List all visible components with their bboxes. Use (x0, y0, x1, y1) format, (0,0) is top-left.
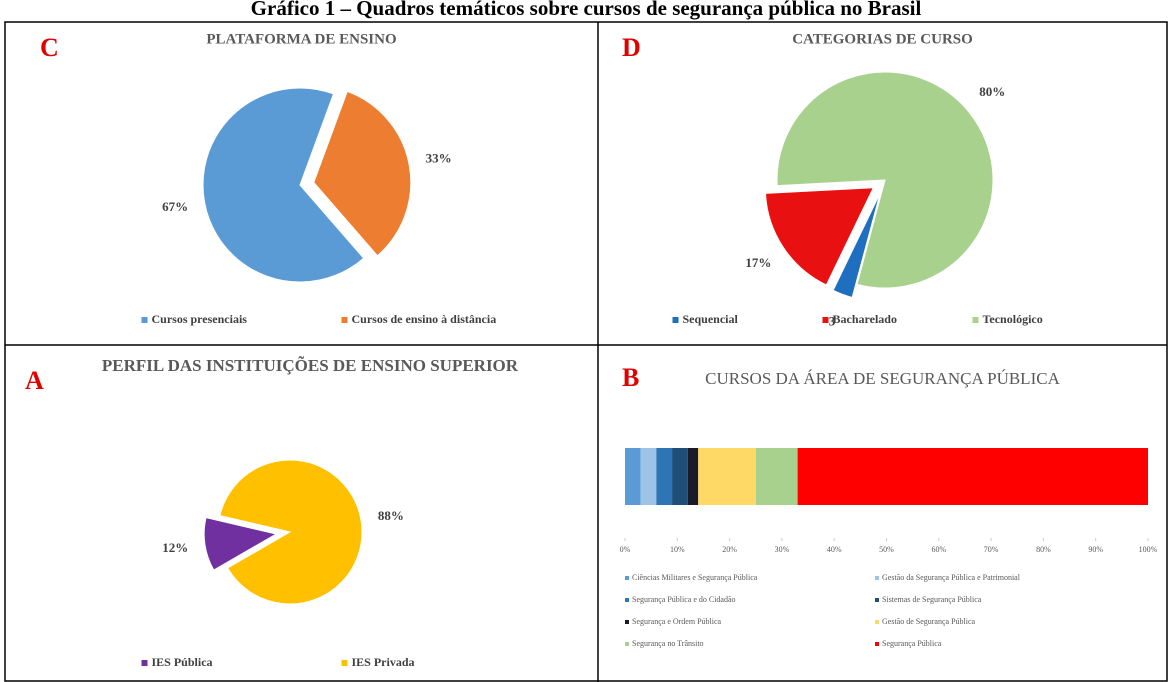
legend-label: Sistemas de Segurança Pública (882, 595, 982, 604)
x-tick-label: 100% (1139, 545, 1158, 554)
legend-label: Sequencial (683, 312, 739, 326)
legend-label: Ciências Militares e Segurança Pública (632, 573, 758, 582)
legend-label: Segurança Pública e do Cidadão (632, 595, 736, 604)
data-label: 67% (162, 199, 188, 214)
x-tick-label: 10% (670, 545, 685, 554)
legend-label: Bacharelado (833, 312, 897, 326)
legend-swatch (341, 660, 348, 666)
data-label: 88% (378, 508, 404, 523)
panel-letter: B (622, 363, 639, 392)
bar-segment (698, 448, 756, 505)
legend-swatch (141, 317, 148, 323)
legend-label: Gestão da Segurança Pública e Patrimonia… (882, 573, 1021, 582)
legend-label: Cursos de ensino à distância (352, 312, 497, 326)
x-tick-label: 90% (1088, 545, 1103, 554)
legend-swatch (822, 317, 829, 323)
pie-slice (776, 71, 994, 289)
data-label: 80% (979, 84, 1005, 99)
legend-label: Segurança no Trânsito (632, 639, 704, 648)
x-tick-label: 50% (879, 545, 894, 554)
legend-label: Gestão de Segurança Pública (882, 617, 976, 626)
legend-swatch (875, 642, 879, 646)
chart-title: CATEGORIAS DE CURSO (792, 31, 973, 47)
legend-swatch (875, 576, 879, 580)
legend-label: Segurança e Ordem Pública (632, 617, 722, 626)
x-tick-label: 40% (827, 545, 842, 554)
bar-segment (687, 448, 699, 505)
bar-segment (797, 448, 1148, 505)
panel-letter: C (40, 33, 59, 62)
pie-slice (832, 192, 881, 299)
x-tick-label: 0% (620, 545, 631, 554)
legend-swatch (672, 317, 679, 323)
x-tick-label: 20% (722, 545, 737, 554)
legend-swatch (625, 620, 629, 624)
legend-label: IES Pública (152, 655, 213, 669)
legend-label: Tecnológico (983, 312, 1043, 326)
x-tick-label: 60% (931, 545, 946, 554)
bar-segment (672, 448, 688, 505)
legend-label: Segurança Pública (882, 639, 942, 648)
legend-swatch (625, 598, 629, 602)
legend-label: Cursos presenciais (152, 312, 248, 326)
legend-swatch (625, 576, 629, 580)
panel-letter: D (622, 33, 641, 62)
chart-title: PERFIL DAS INSTITUIÇÕES DE ENSINO SUPERI… (101, 356, 519, 375)
panel-letter: A (25, 366, 44, 395)
pie-slice (313, 90, 412, 257)
chart-title-box: PERFIL DAS INSTITUIÇÕES DE ENSINO SUPERI… (101, 356, 519, 375)
legend-swatch (341, 317, 348, 323)
bar-segment (640, 448, 657, 505)
chart-title: CURSOS DA ÁREA DE SEGURANÇA PÚBLICA (705, 369, 1060, 388)
data-label: 12% (162, 540, 188, 555)
pie-slice (764, 187, 875, 286)
bar-segment (755, 448, 798, 505)
legend-swatch (972, 317, 979, 323)
bar-segment (625, 448, 641, 505)
legend-swatch (875, 620, 879, 624)
pie-slice (202, 87, 365, 283)
figure-title: Gráfico 1 – Quadros temáticos sobre curs… (251, 0, 922, 20)
pie-slice (219, 459, 363, 605)
legend-label: IES Privada (352, 655, 415, 669)
legend-swatch (625, 642, 629, 646)
x-tick-label: 30% (775, 545, 790, 554)
x-tick-label: 70% (984, 545, 999, 554)
data-label: 3 (829, 313, 836, 328)
legend-swatch (141, 660, 148, 666)
x-tick-label: 80% (1036, 545, 1051, 554)
bar-segment (656, 448, 673, 505)
legend-swatch (875, 598, 879, 602)
pie-slice (203, 517, 278, 571)
data-label: 33% (426, 151, 452, 166)
chart-title: PLATAFORMA DE ENSINO (206, 31, 396, 47)
frame (4, 21, 1168, 682)
data-label: 17% (745, 255, 771, 270)
